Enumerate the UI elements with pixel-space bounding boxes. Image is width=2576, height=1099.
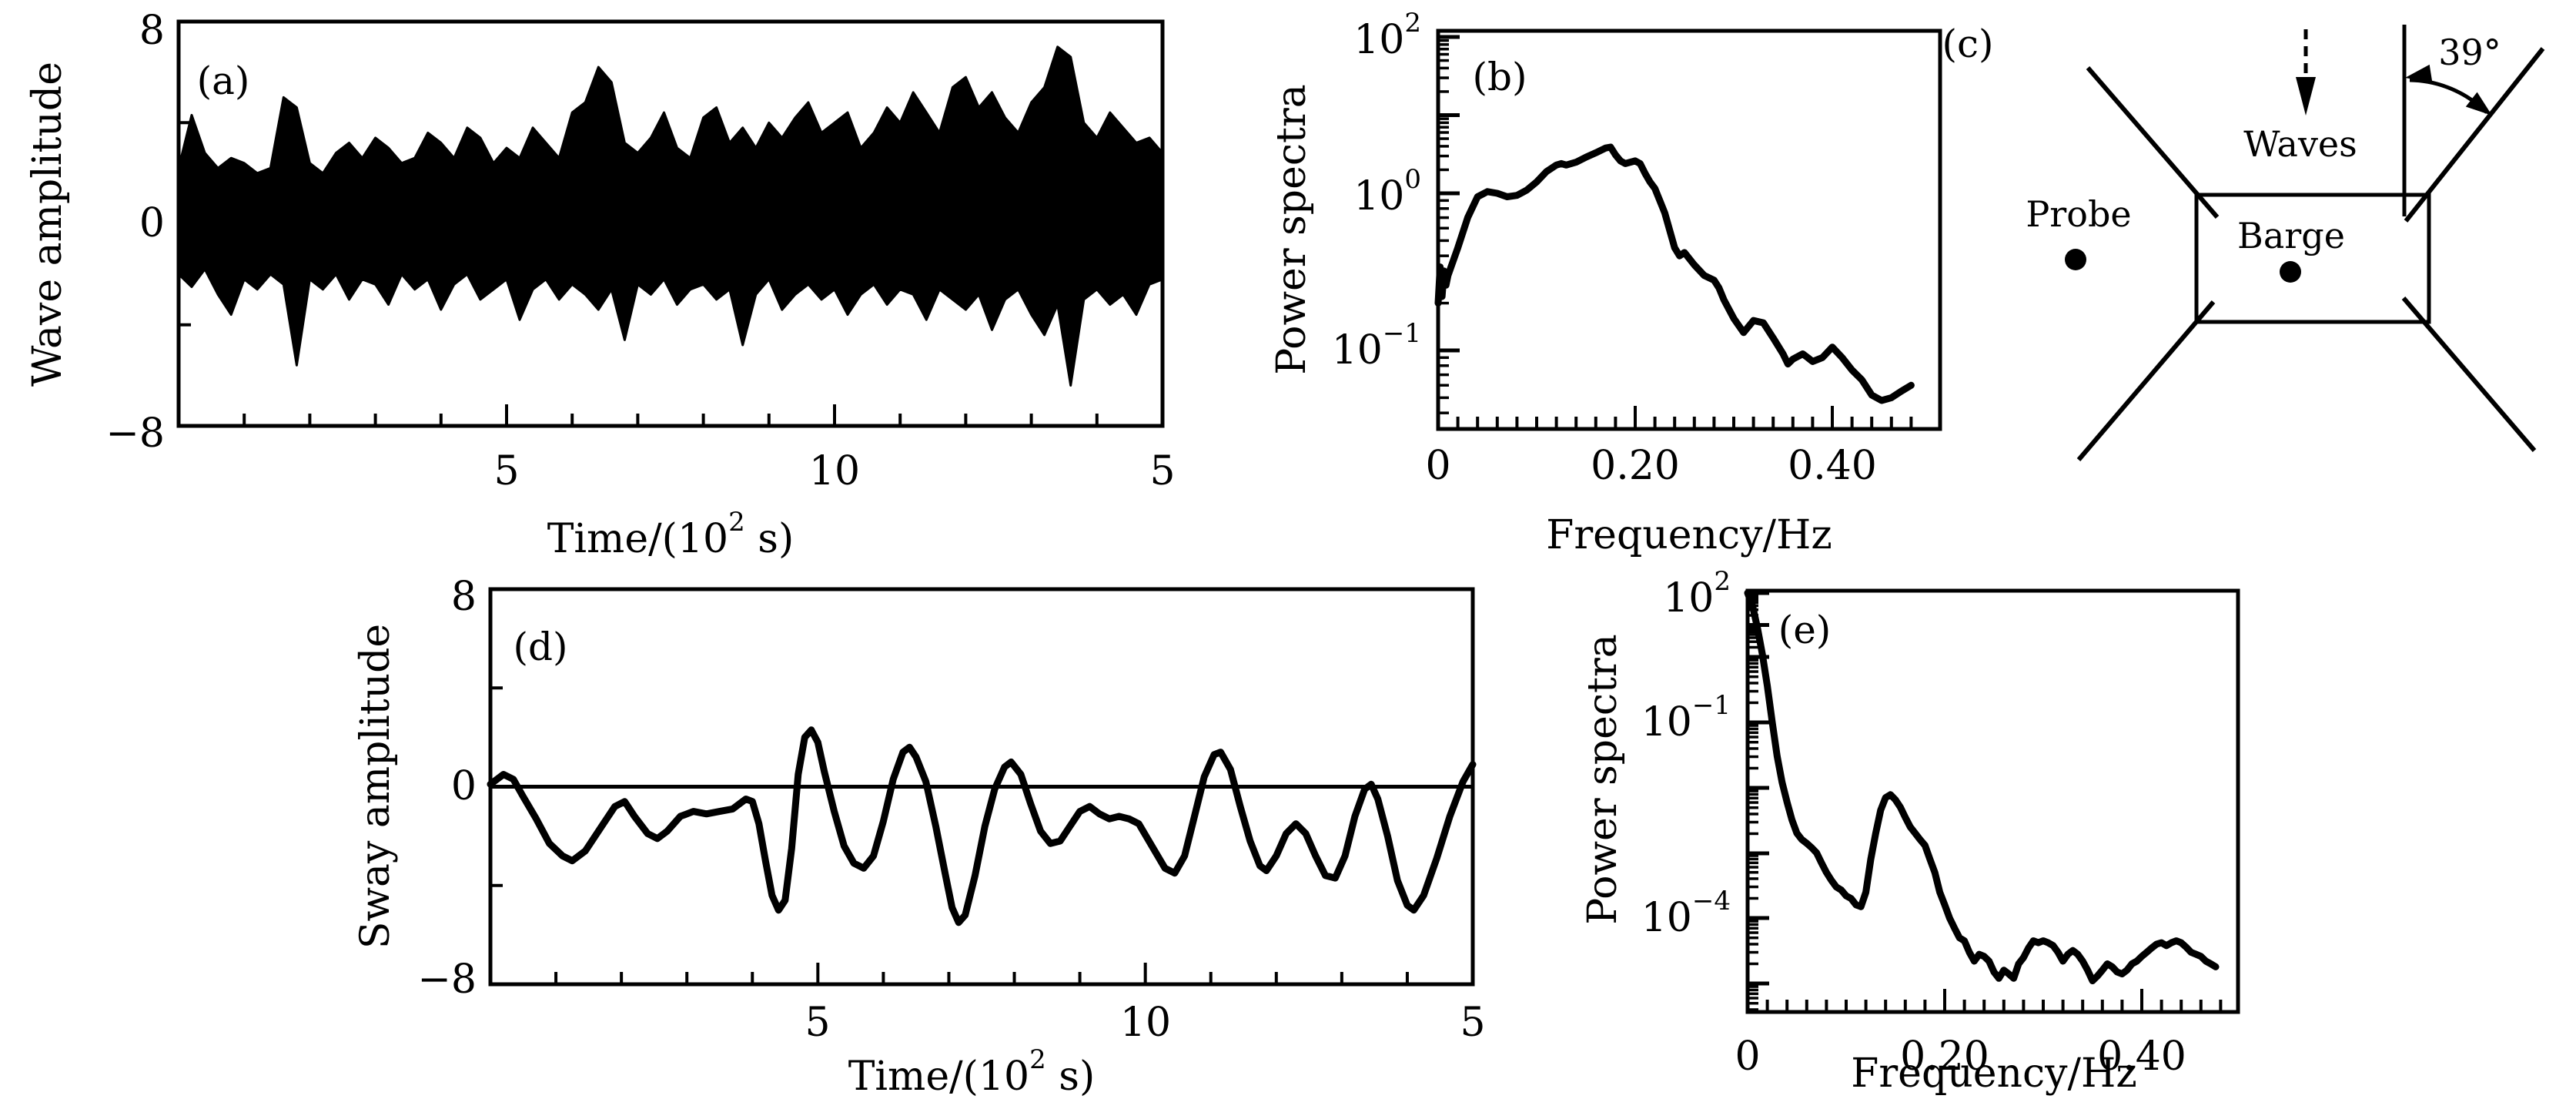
panel-e-xtick-020: 0.20 bbox=[1900, 1034, 1989, 1080]
panel-d-ylabel: Sway amplitude bbox=[353, 624, 399, 949]
panel-d-xtick-15: 5 bbox=[1460, 1000, 1485, 1046]
wave-amplitude-trace bbox=[177, 45, 1164, 387]
panel-b-plot-area bbox=[1434, 28, 1942, 431]
panel-b-xlabel: Frequency/Hz bbox=[1546, 512, 1832, 558]
mooring-line-top-right bbox=[2404, 47, 2545, 223]
barge-label: Barge bbox=[2237, 215, 2345, 256]
panel-d-ytick-0: 0 bbox=[451, 763, 477, 809]
panel-b-xtick-020: 0.20 bbox=[1591, 443, 1680, 489]
panel-e: (e) Power spectra 102 10−1 10−4 0 0.20 0… bbox=[1580, 566, 2240, 1097]
panel-a-xtick-5: 5 bbox=[493, 448, 519, 494]
panel-c-drawing bbox=[2065, 25, 2545, 461]
barge-rectangle bbox=[2194, 193, 2431, 324]
panel-a-plot-area bbox=[176, 19, 1165, 428]
panel-a-xtick-15: 5 bbox=[1149, 448, 1175, 494]
panel-b-ytick-1e2: 102 bbox=[1353, 8, 1421, 63]
panel-a-letter: (a) bbox=[197, 59, 250, 103]
axis-frame bbox=[1745, 588, 2240, 1014]
waves-label: Waves bbox=[2243, 123, 2357, 165]
panel-d-xlabel: Time/(102 s) bbox=[848, 1044, 1096, 1099]
panel-e-ytick-1em1: 10−1 bbox=[1641, 690, 1731, 746]
panel-b: (b) Power spectra 102 100 10−1 0 0.20 0.… bbox=[1269, 8, 1942, 558]
panel-a-ytick-0: 0 bbox=[139, 200, 165, 246]
panel-b-ytick-1e0: 100 bbox=[1353, 164, 1421, 219]
barge-center-point bbox=[2280, 261, 2301, 283]
panel-e-ylabel: Power spectra bbox=[1580, 634, 1626, 924]
axis-frame bbox=[1436, 28, 1942, 431]
mooring-line-top-left bbox=[2086, 66, 2220, 219]
sway-spectrum-curve bbox=[1744, 589, 2220, 984]
probe-point bbox=[2065, 249, 2086, 270]
panel-b-xtick-040: 0.40 bbox=[1788, 443, 1877, 489]
panel-a-ytick-m8: −8 bbox=[105, 410, 165, 457]
panel-e-plot-area bbox=[1744, 588, 2240, 1014]
panel-c-letter: (c) bbox=[1942, 22, 1993, 66]
panel-d-ytick-m8: −8 bbox=[417, 957, 477, 1003]
panel-d-ytick-8: 8 bbox=[451, 574, 477, 620]
panel-d-letter: (d) bbox=[513, 625, 567, 669]
panel-b-letter: (b) bbox=[1472, 55, 1527, 99]
panel-e-xtick-040: 0.40 bbox=[2097, 1034, 2186, 1080]
angle-label: 39° bbox=[2438, 32, 2501, 73]
panel-e-xtick-0: 0 bbox=[1735, 1034, 1760, 1080]
panel-b-xtick-0: 0 bbox=[1425, 443, 1450, 489]
mooring-line-bottom-left bbox=[2076, 300, 2216, 461]
panel-e-ytick-1e2: 102 bbox=[1663, 566, 1731, 622]
sway-amplitude-trace bbox=[487, 726, 1477, 926]
panel-c: (c) Waves 39° Probe Barge bbox=[1942, 22, 2545, 461]
panel-e-letter: (e) bbox=[1778, 608, 1832, 652]
panel-b-ylabel: Power spectra bbox=[1269, 84, 1315, 374]
angle-arc-arrowhead-left bbox=[2405, 64, 2433, 83]
angle-arc-arrowhead-right bbox=[2465, 92, 2492, 116]
panel-e-ytick-1em4: 10−4 bbox=[1641, 886, 1731, 941]
wave-direction-arrow-head bbox=[2296, 77, 2316, 116]
mooring-line-bottom-right bbox=[2401, 297, 2537, 452]
panel-d-plot-area bbox=[487, 587, 1477, 987]
panel-d-xtick-10: 10 bbox=[1120, 1000, 1171, 1046]
panel-e-xlabel: Frequency/Hz bbox=[1851, 1050, 2137, 1097]
panel-a-xlabel: Time/(102 s) bbox=[547, 507, 795, 562]
wave-spectrum-curve bbox=[1434, 143, 1915, 404]
panel-a-ytick-8: 8 bbox=[139, 8, 165, 54]
panel-a-ylabel: Wave amplitude bbox=[25, 62, 71, 387]
probe-label: Probe bbox=[2026, 193, 2131, 235]
panel-d: (d) Sway amplitude 8 0 −8 5 10 5 Time/(1… bbox=[353, 574, 1486, 1099]
panel-d-xtick-5: 5 bbox=[805, 1000, 830, 1046]
panel-b-ytick-1em1: 10−1 bbox=[1332, 318, 1421, 374]
panel-a-xtick-10: 10 bbox=[809, 448, 860, 494]
panel-a: (a) Wave amplitude 8 0 −8 5 10 5 Time/(1… bbox=[25, 8, 1176, 562]
